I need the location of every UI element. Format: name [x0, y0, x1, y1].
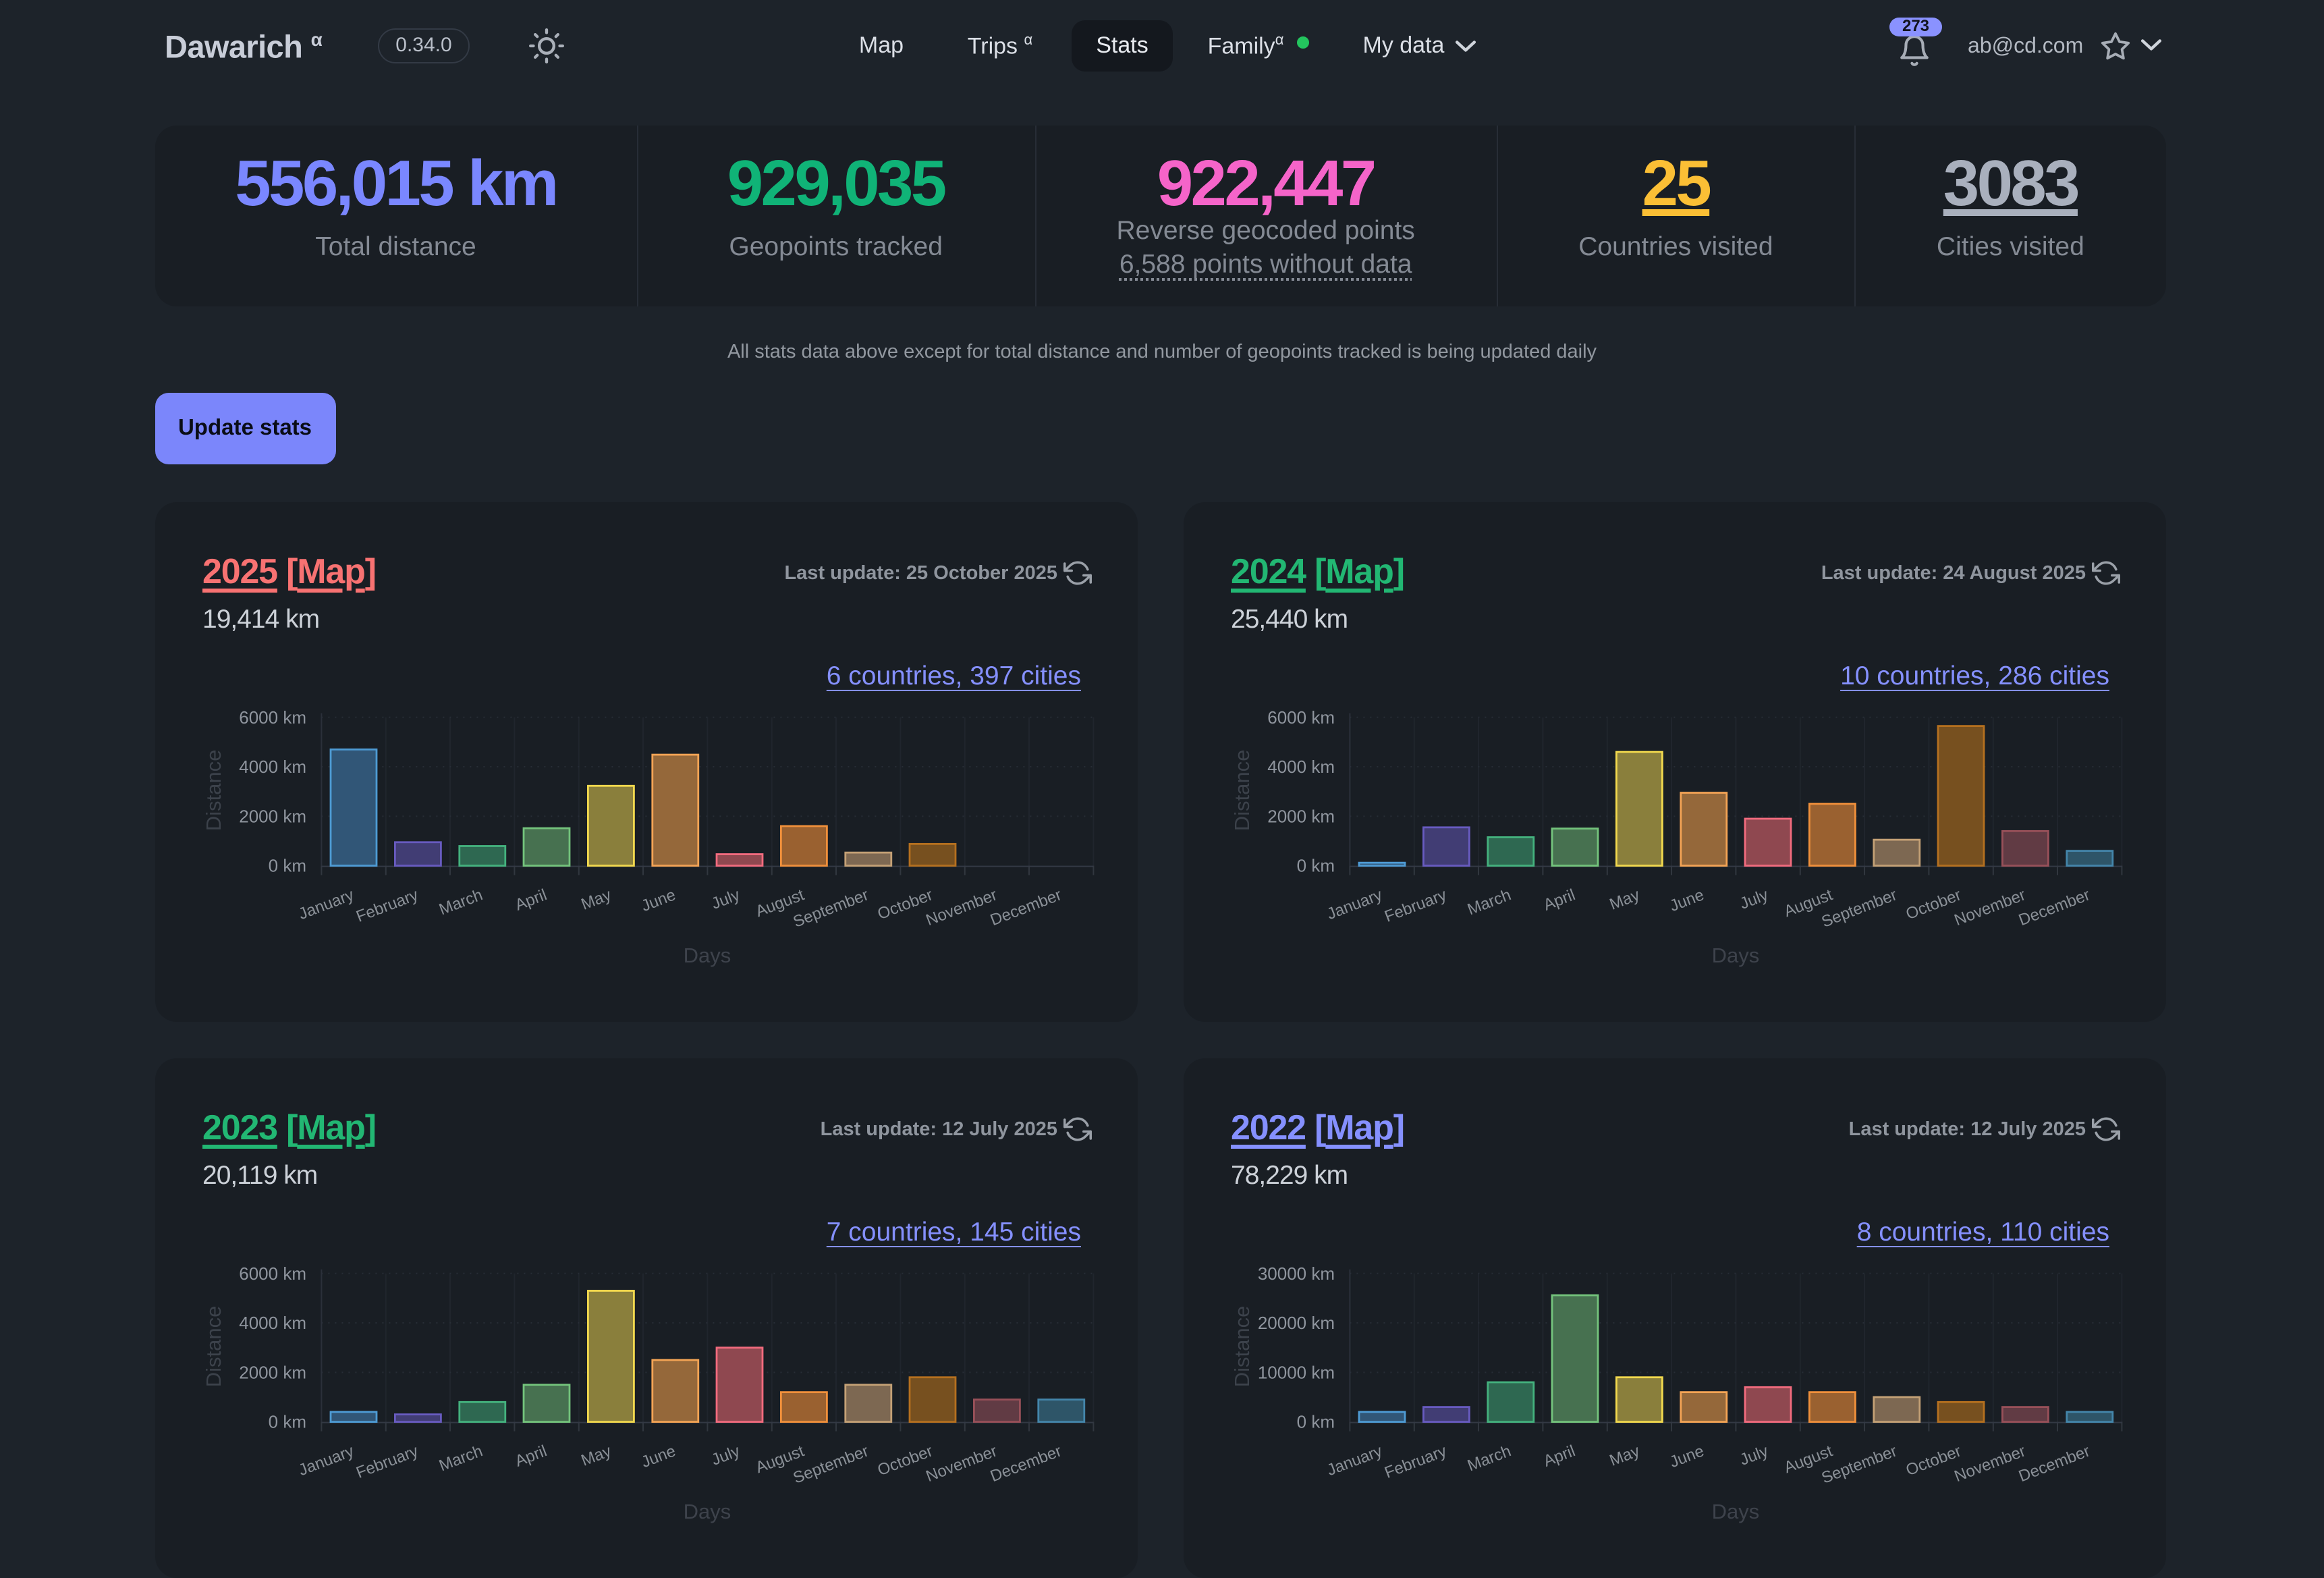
- svg-text:April: April: [512, 886, 549, 914]
- svg-text:May: May: [1607, 886, 1642, 913]
- svg-text:November: November: [1952, 886, 2028, 929]
- svg-text:0 km: 0 km: [268, 856, 306, 876]
- svg-text:May: May: [1607, 1442, 1642, 1469]
- svg-text:Distance: Distance: [1229, 1306, 1253, 1388]
- svg-text:December: December: [987, 886, 1063, 929]
- svg-text:2000 km: 2000 km: [1267, 806, 1334, 826]
- svg-text:6000 km: 6000 km: [238, 707, 306, 728]
- svg-text:Distance: Distance: [201, 750, 225, 832]
- svg-text:June: June: [1667, 886, 1706, 915]
- svg-text:June: June: [638, 1442, 677, 1471]
- svg-text:January: January: [1324, 1442, 1384, 1479]
- svg-text:November: November: [923, 886, 999, 929]
- svg-text:March: March: [1464, 1442, 1513, 1475]
- svg-text:July: July: [709, 1442, 742, 1469]
- svg-text:10000 km: 10000 km: [1257, 1362, 1334, 1382]
- svg-text:December: December: [2016, 1442, 2092, 1486]
- svg-text:March: March: [436, 886, 485, 919]
- svg-text:March: March: [436, 1442, 485, 1475]
- svg-text:July: July: [1737, 1442, 1771, 1469]
- svg-text:November: November: [923, 1442, 999, 1486]
- svg-text:December: December: [987, 1442, 1063, 1486]
- svg-text:February: February: [353, 1442, 420, 1482]
- svg-text:0 km: 0 km: [268, 1412, 306, 1432]
- svg-text:July: July: [709, 886, 742, 913]
- svg-text:January: January: [1324, 886, 1384, 923]
- svg-text:4000 km: 4000 km: [1267, 757, 1334, 777]
- svg-text:April: April: [512, 1442, 549, 1470]
- svg-text:June: June: [638, 886, 677, 915]
- svg-text:6000 km: 6000 km: [1267, 707, 1334, 728]
- svg-text:6000 km: 6000 km: [238, 1263, 306, 1284]
- svg-text:November: November: [1952, 1442, 2028, 1486]
- svg-text:June: June: [1667, 1442, 1706, 1471]
- svg-text:December: December: [2016, 886, 2092, 929]
- svg-text:4000 km: 4000 km: [238, 757, 306, 777]
- svg-text:January: January: [296, 1442, 356, 1479]
- svg-text:Distance: Distance: [1229, 750, 1253, 832]
- svg-text:2000 km: 2000 km: [238, 806, 306, 826]
- svg-text:February: February: [1381, 886, 1448, 926]
- svg-text:Days: Days: [683, 944, 731, 967]
- svg-text:2000 km: 2000 km: [238, 1362, 306, 1382]
- svg-text:4000 km: 4000 km: [238, 1313, 306, 1333]
- svg-text:0 km: 0 km: [1296, 1412, 1334, 1432]
- svg-text:March: March: [1464, 886, 1513, 919]
- svg-text:February: February: [353, 886, 420, 926]
- svg-text:Days: Days: [1711, 1500, 1759, 1523]
- svg-text:January: January: [296, 886, 356, 923]
- svg-text:Days: Days: [683, 1500, 731, 1523]
- svg-text:20000 km: 20000 km: [1257, 1313, 1334, 1333]
- svg-text:April: April: [1541, 886, 1578, 914]
- svg-text:February: February: [1381, 1442, 1448, 1482]
- svg-text:April: April: [1541, 1442, 1578, 1470]
- svg-text:May: May: [578, 886, 613, 913]
- svg-text:May: May: [578, 1442, 613, 1469]
- svg-text:Days: Days: [1711, 944, 1759, 967]
- svg-text:Distance: Distance: [201, 1306, 225, 1388]
- svg-text:30000 km: 30000 km: [1257, 1263, 1334, 1284]
- svg-text:0 km: 0 km: [1296, 856, 1334, 876]
- svg-text:July: July: [1737, 886, 1771, 913]
